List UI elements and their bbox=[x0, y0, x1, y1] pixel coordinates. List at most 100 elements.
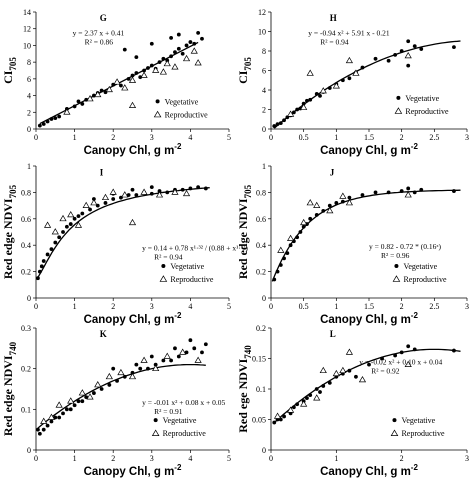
regression-equation: y = -0.01 x² + 0.08 x + 0.05 bbox=[142, 398, 225, 407]
vegetative-point bbox=[399, 189, 404, 193]
reproductive-point bbox=[152, 66, 160, 73]
reproductive-point bbox=[63, 108, 71, 115]
reproductive-point bbox=[94, 381, 102, 388]
vegetative-point bbox=[275, 269, 280, 274]
vegetative-point bbox=[188, 186, 193, 191]
x-tick-label: 0.5 bbox=[299, 302, 309, 311]
vegetative-point bbox=[122, 47, 127, 52]
x-axis-label: Canopy Chl, g m-2 bbox=[320, 463, 418, 478]
y-tick-label: 2 bbox=[262, 106, 266, 115]
reproductive-point bbox=[306, 69, 314, 76]
panel-letter: L bbox=[330, 329, 336, 339]
y-tick-label: 0.4 bbox=[21, 241, 31, 250]
vegetative-point bbox=[272, 124, 277, 128]
vegetative-point bbox=[295, 402, 300, 407]
vegetative-point bbox=[146, 66, 150, 70]
x-tick-label: 3 bbox=[150, 454, 154, 463]
reproductive-point bbox=[82, 201, 90, 208]
y-tick-label: 14 bbox=[23, 8, 31, 17]
reproductive-point bbox=[190, 47, 198, 54]
y-tick-label: 10 bbox=[258, 28, 266, 37]
x-tick-label: 1.5 bbox=[364, 302, 374, 311]
reproductive-point bbox=[286, 234, 295, 241]
y-tick-label: 0.1 bbox=[256, 385, 266, 394]
vegetative-point bbox=[176, 46, 181, 51]
vegetative-point bbox=[130, 73, 135, 78]
vegetative-point bbox=[406, 186, 411, 191]
vegetative-point bbox=[393, 353, 398, 358]
vegetative-point bbox=[301, 224, 306, 229]
reproductive-point bbox=[51, 228, 59, 235]
vegetative-point bbox=[308, 97, 313, 102]
y-axis-label-subscript: 705 bbox=[8, 57, 18, 71]
vegetative-point bbox=[314, 387, 319, 391]
y-tick-label: 0 bbox=[262, 125, 266, 134]
legend-vegetative-label: Vegetative bbox=[403, 262, 437, 271]
vegetative-point bbox=[173, 50, 177, 55]
reproductive-point bbox=[140, 71, 148, 78]
vegetative-point bbox=[149, 191, 154, 196]
y-tick-label: 0.2 bbox=[21, 365, 31, 374]
vegetative-point bbox=[53, 415, 58, 420]
x-tick-label: 1 bbox=[334, 302, 338, 311]
x-tick-label: 3 bbox=[150, 302, 154, 311]
panel-K: 0 1 2 3 4 5 0 0.1 0.2 0.3 Canopy Chl, g m-2 Red edg… bbox=[1, 324, 231, 478]
y-tick-label: 12 bbox=[23, 25, 31, 34]
vegetative-point bbox=[176, 354, 181, 359]
vegetative-point bbox=[419, 187, 424, 192]
reproductive-point bbox=[300, 400, 308, 407]
vegetative-point bbox=[278, 121, 283, 126]
vegetative-point bbox=[278, 263, 283, 267]
vegetative-point bbox=[122, 374, 127, 379]
legend-vegetative-marker bbox=[161, 263, 166, 268]
x-tick-label: 1 bbox=[73, 133, 77, 142]
vegetative-point bbox=[68, 222, 73, 226]
y-tick-label: 0.05 bbox=[252, 416, 266, 425]
reproductive-point bbox=[155, 191, 164, 198]
r-squared-value: R² = 0.92 bbox=[371, 367, 400, 376]
vegetative-point bbox=[203, 186, 208, 191]
vegetative-point bbox=[272, 420, 277, 425]
vegetative-point bbox=[452, 45, 456, 49]
reproductive-point bbox=[55, 401, 63, 408]
vegetative-point bbox=[305, 98, 309, 103]
legend-reproductive-label: Reproductive bbox=[403, 275, 447, 284]
reproductive-point bbox=[179, 348, 187, 355]
reproductive-point bbox=[86, 393, 94, 400]
y-tick-label: 12 bbox=[258, 8, 266, 17]
x-tick-label: 4 bbox=[188, 302, 192, 311]
vegetative-point bbox=[184, 350, 189, 355]
vegetative-point bbox=[72, 216, 77, 221]
y-axis-label: CI705 bbox=[236, 57, 253, 84]
y-tick-label: 4 bbox=[262, 86, 266, 95]
x-axis-label: Canopy Chl, g m-2 bbox=[84, 463, 182, 478]
reproductive-point bbox=[121, 191, 129, 198]
legend-reproductive-marker bbox=[394, 107, 403, 114]
x-tick-label: 0 bbox=[34, 302, 38, 311]
vegetative-point bbox=[36, 427, 40, 432]
reproductive-point bbox=[128, 76, 137, 83]
reproductive-point bbox=[319, 87, 327, 94]
reproductive-point bbox=[345, 56, 354, 64]
vegetative-point bbox=[314, 212, 319, 217]
reproductive-point bbox=[404, 360, 412, 367]
vegetative-point bbox=[367, 362, 371, 367]
vegetative-point bbox=[153, 362, 158, 367]
vegetative-point bbox=[327, 381, 332, 385]
vegetative-point bbox=[92, 391, 96, 395]
legend-reproductive-marker bbox=[151, 429, 160, 437]
vegetative-point bbox=[61, 230, 65, 234]
reproductive-point bbox=[171, 63, 179, 70]
panel-I: 0 1 2 3 4 5 0 0.2 0.4 0.6 0.8 1 Canopy Chl, g m-2 Red… bbox=[1, 162, 248, 326]
vegetative-point bbox=[386, 58, 391, 63]
y-tick-label: 6 bbox=[27, 75, 31, 84]
vegetative-point bbox=[406, 63, 411, 68]
reproductive-point bbox=[40, 417, 48, 424]
reproductive-point bbox=[171, 188, 179, 195]
vegetative-point bbox=[45, 423, 50, 428]
reproductive-point bbox=[78, 389, 86, 396]
vegetative-point bbox=[161, 56, 166, 61]
reproductive-point bbox=[286, 406, 295, 413]
regression-equation: y = -0.94 x² + 5.91 x - 0.21 bbox=[308, 28, 390, 37]
reproductive-point bbox=[117, 368, 125, 376]
